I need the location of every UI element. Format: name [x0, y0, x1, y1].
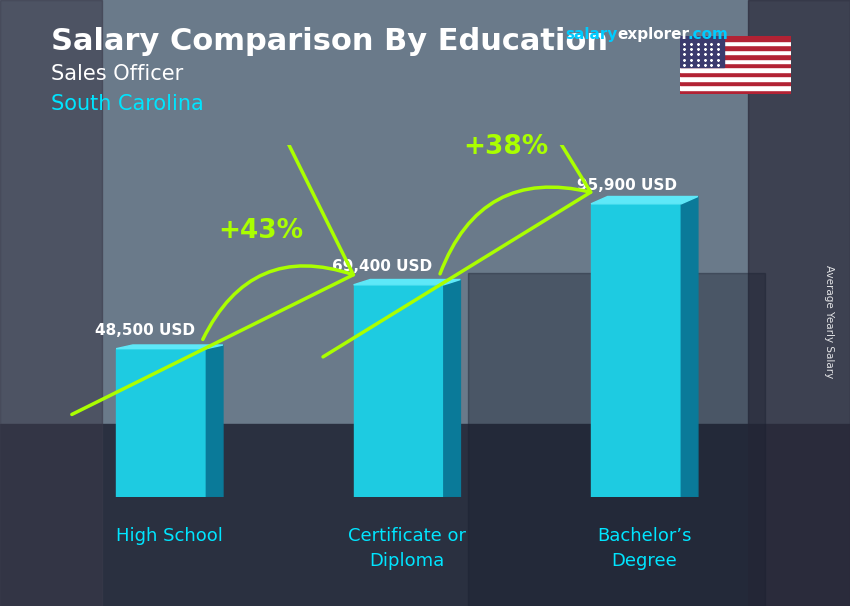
FancyArrowPatch shape	[323, 0, 591, 357]
Bar	[680, 45, 790, 50]
Text: Sales Officer: Sales Officer	[51, 64, 184, 84]
Bar	[468, 273, 765, 606]
Polygon shape	[354, 279, 461, 285]
Bar	[354, 285, 444, 497]
Bar	[680, 90, 790, 94]
Bar	[680, 36, 790, 41]
Bar	[680, 76, 790, 81]
Bar	[680, 36, 724, 67]
Text: 95,900 USD: 95,900 USD	[577, 178, 677, 193]
Text: .com: .com	[688, 27, 728, 42]
Bar	[0, 0, 102, 606]
Polygon shape	[681, 196, 698, 497]
Bar	[116, 348, 207, 497]
Bar	[748, 0, 850, 606]
FancyArrowPatch shape	[72, 0, 354, 415]
Text: Salary Comparison By Education: Salary Comparison By Education	[51, 27, 608, 56]
Polygon shape	[207, 345, 223, 497]
Bar	[0, 424, 850, 606]
Bar	[680, 63, 790, 67]
Bar	[680, 54, 790, 59]
Bar	[591, 204, 681, 497]
Text: +43%: +43%	[218, 218, 303, 244]
Text: Average Yearly Salary: Average Yearly Salary	[824, 265, 834, 378]
Bar	[680, 41, 790, 45]
Polygon shape	[116, 345, 223, 348]
Text: High School: High School	[116, 527, 223, 545]
Text: salary: salary	[565, 27, 618, 42]
Bar	[680, 85, 790, 90]
Polygon shape	[444, 279, 461, 497]
Text: 48,500 USD: 48,500 USD	[94, 323, 195, 338]
Text: Certificate or
Diploma: Certificate or Diploma	[348, 527, 466, 570]
Bar	[0, 0, 850, 424]
Text: explorer: explorer	[617, 27, 689, 42]
Polygon shape	[591, 196, 698, 204]
Bar	[680, 72, 790, 76]
Bar	[680, 50, 790, 54]
Bar	[680, 81, 790, 85]
Text: +38%: +38%	[463, 133, 548, 159]
Bar	[680, 67, 790, 72]
Text: Bachelor’s
Degree: Bachelor’s Degree	[598, 527, 692, 570]
Text: South Carolina: South Carolina	[51, 94, 204, 114]
Text: 69,400 USD: 69,400 USD	[332, 259, 433, 274]
Bar	[680, 59, 790, 63]
